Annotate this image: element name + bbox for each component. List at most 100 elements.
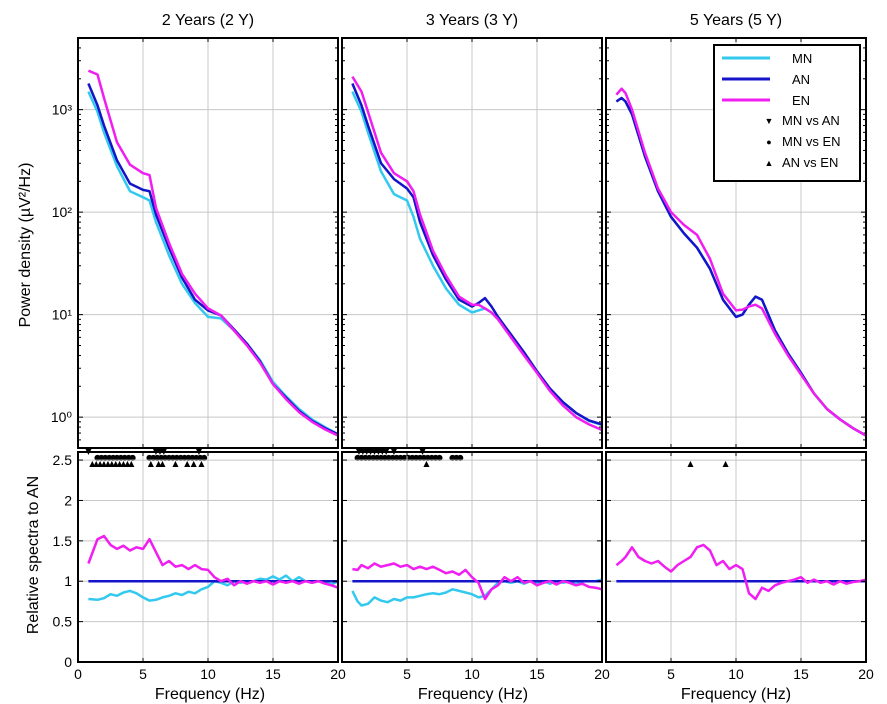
relative-3-y-tick-label: 1 — [64, 573, 72, 589]
power-0-sig-marker: ● — [181, 453, 188, 462]
power-1-sig-marker: ▲ — [423, 459, 430, 468]
power-0-sig-marker: ● — [94, 453, 101, 462]
power-1-sig-marker: ● — [449, 453, 456, 462]
power-1-sig-marker: ● — [370, 453, 377, 462]
relative-5-series-en — [615, 543, 867, 601]
power-0-sig-marker: ▲ — [109, 459, 116, 468]
power-0-y-tick-label: 10³ — [52, 102, 73, 118]
relative-3-series-en — [87, 534, 339, 589]
power-0-sig-marker: ● — [162, 453, 169, 462]
legend-label-mn-vs-an: MN vs AN — [782, 113, 840, 128]
power-1-sig-marker: ● — [378, 453, 385, 462]
relative-4-x-tick-label: 5 — [403, 666, 411, 682]
y-axis-label-power: Power density (µV²/Hz) — [17, 163, 34, 328]
legend-marker-mn-vs-an: ▼ — [765, 116, 774, 126]
relative-5-x-tick-label: 5 — [667, 666, 675, 682]
power-0-sig-marker: ▲ — [156, 459, 163, 468]
power-0-sig-marker: ▲ — [191, 459, 198, 468]
power-0-sig-marker: ▲ — [159, 459, 166, 468]
relative-4-x-tick-label: 15 — [529, 666, 545, 682]
power-0-sig-marker: ● — [146, 453, 153, 462]
relative-4-x-tick-label: 10 — [464, 666, 480, 682]
relative-4-series-en — [352, 562, 603, 601]
power-1-sig-marker: ● — [401, 453, 408, 462]
relative-5-x-tick-label: 15 — [793, 666, 809, 682]
power-0-sig-marker: ▲ — [93, 459, 100, 468]
power-1-sig-marker: ● — [405, 453, 412, 462]
power-0-sig-marker: ● — [185, 453, 192, 462]
power-0-sig-marker: ▲ — [120, 459, 127, 468]
relative-3-x-tick-label: 15 — [265, 666, 281, 682]
power-0-sig-marker: ▲ — [172, 459, 179, 468]
power-0-sig-marker: ▲ — [101, 459, 108, 468]
power-1-sig-marker: ● — [417, 453, 424, 462]
power-1-sig-marker: ● — [420, 453, 427, 462]
legend: MN AN EN ▼ MN vs AN ● MN vs EN ▲ AN vs E… — [713, 44, 861, 182]
panel-title-5y: 5 Years (5 Y) — [690, 12, 782, 29]
power-0-y-tick-label: 10¹ — [52, 307, 73, 323]
relative-3-frame — [77, 451, 339, 663]
power-0-sig-marker: ● — [169, 453, 176, 462]
power-0-series-en — [87, 69, 339, 437]
power-1-sig-marker: ● — [453, 453, 460, 462]
power-2-sig-marker: ▲ — [687, 459, 694, 468]
relative-4-x-tick-label: 20 — [594, 666, 610, 682]
power-1-sig-marker: ● — [354, 453, 361, 462]
power-0-sig-marker: ● — [102, 453, 109, 462]
relative-3-x-tick-label: 0 — [74, 666, 82, 682]
legend-label-mn: MN — [792, 51, 812, 66]
power-0-y-tick-label: 10² — [52, 204, 73, 220]
power-1-sig-marker: ● — [428, 453, 435, 462]
power-0-sig-marker: ● — [129, 453, 136, 462]
power-0-sig-marker: ● — [106, 453, 113, 462]
power-0-sig-marker: ● — [121, 453, 128, 462]
power-0-sig-marker: ● — [197, 453, 204, 462]
legend-label-en: EN — [792, 93, 810, 108]
power-1-sig-marker: ● — [389, 453, 396, 462]
power-1-sig-marker: ● — [436, 453, 443, 462]
power-1-sig-marker: ● — [362, 453, 369, 462]
power-1-sig-marker: ● — [457, 453, 464, 462]
power-0-sig-marker: ▲ — [128, 459, 135, 468]
power-0-sig-marker: ▲ — [124, 459, 131, 468]
power-0-sig-marker: ● — [166, 453, 173, 462]
relative-3-y-tick-label: 0 — [64, 654, 72, 670]
power-1-series-en — [351, 75, 603, 432]
power-0-sig-marker: ● — [110, 453, 117, 462]
power-1-sig-marker: ● — [409, 453, 416, 462]
power-0-sig-marker: ● — [189, 453, 196, 462]
legend-marker-an-vs-en: ▲ — [765, 158, 774, 168]
power-0-sig-marker: ● — [158, 453, 165, 462]
power-1-sig-marker: ● — [381, 453, 388, 462]
power-0-sig-marker: ▲ — [105, 459, 112, 468]
relative-3-x-tick-label: 20 — [330, 666, 346, 682]
power-1-sig-marker: ● — [413, 453, 420, 462]
relative-5-frame — [605, 451, 867, 663]
power-0-frame — [77, 37, 339, 449]
power-0-sig-marker: ● — [150, 453, 157, 462]
power-1-frame — [341, 37, 603, 449]
power-0-sig-marker: ● — [193, 453, 200, 462]
power-0-sig-marker: ● — [117, 453, 124, 462]
power-0-sig-marker: ● — [114, 453, 121, 462]
power-0-sig-marker: ▲ — [198, 459, 205, 468]
power-0-sig-marker: ▲ — [113, 459, 120, 468]
relative-3-y-tick-label: 0.5 — [53, 614, 73, 630]
power-2-frame — [605, 37, 867, 449]
legend-box — [713, 44, 861, 182]
legend-label-an: AN — [792, 72, 810, 87]
panel-title-2y: 2 Years (2 Y) — [162, 12, 254, 29]
power-2-series-en — [615, 87, 867, 437]
power-0-sig-marker: ● — [125, 453, 132, 462]
power-1-sig-marker: ● — [432, 453, 439, 462]
y-axis-label-relative: Relative spectra to AN — [25, 476, 42, 634]
power-2-sig-marker: ▲ — [723, 459, 730, 468]
power-0-sig-marker: ● — [173, 453, 180, 462]
power-0-sig-marker: ● — [201, 453, 208, 462]
power-1-sig-marker: ● — [366, 453, 373, 462]
power-0-sig-marker: ● — [98, 453, 105, 462]
legend-label-mn-vs-en: MN vs EN — [782, 134, 841, 149]
relative-5-x-tick-label: 10 — [728, 666, 744, 682]
relative-3-y-tick-label: 2.5 — [53, 452, 73, 468]
